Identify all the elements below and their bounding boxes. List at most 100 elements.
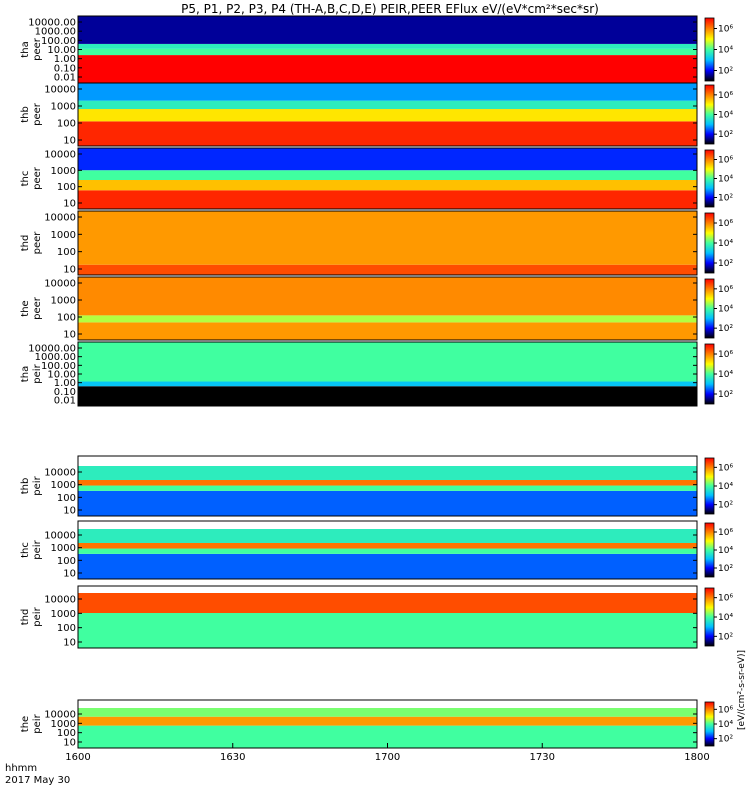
colorbar-tick-label: 10² — [718, 390, 733, 400]
colorbar-tick-label: 10⁴ — [718, 370, 733, 380]
fill-gap-band — [78, 586, 697, 593]
panel-probe-label: thb — [20, 106, 31, 123]
fill-gap-band — [78, 521, 697, 529]
y-tick-label: 100 — [57, 556, 76, 567]
spectrogram-band — [78, 613, 697, 648]
colorbar-tick-label: 10⁶ — [718, 91, 733, 101]
colorbar-tick-label: 10⁴ — [718, 46, 733, 56]
y-tick-label: 1000 — [51, 609, 76, 620]
y-tick-label: 100 — [57, 313, 76, 324]
x-axis-date: 2017 May 30 — [5, 775, 70, 786]
colorbar-unit-label: [eV/(cm²-s-sr-eV)] — [737, 650, 747, 730]
spectrogram-band — [78, 725, 697, 748]
y-tick-label: 10000 — [44, 279, 76, 290]
y-tick-label: 0.10 — [54, 63, 76, 74]
y-tick-label: 1000 — [51, 480, 76, 491]
spectrogram-band — [78, 386, 697, 406]
spectrogram-band — [78, 548, 697, 554]
y-tick-label: 1000.00 — [35, 27, 76, 38]
panel-product-label: peer — [32, 37, 43, 61]
colorbar-tick-label: 10⁴ — [718, 546, 733, 556]
panel-product-label: peer — [32, 231, 43, 255]
spectrogram-band — [78, 100, 697, 110]
panel-frame — [77, 276, 698, 341]
y-tick-label: 10000 — [44, 213, 76, 224]
panel-probe-label: thd — [20, 235, 31, 252]
panel-probe-label: thc — [20, 542, 31, 558]
colorbar — [704, 457, 715, 515]
x-tick-label: 1730 — [530, 752, 555, 763]
colorbar-tick-label: 10⁶ — [718, 219, 733, 229]
panel-frame — [77, 455, 698, 517]
y-tick-label: 100 — [57, 247, 76, 258]
spectrogram-band — [78, 148, 697, 171]
y-tick-label: 10 — [63, 638, 76, 649]
colorbar — [704, 84, 715, 145]
panel-product-label: peir — [32, 475, 43, 495]
colorbar-tick-label: 10⁶ — [718, 156, 733, 166]
colorbar-tick-label: 10⁴ — [718, 239, 733, 249]
colorbar-tick-label: 10⁶ — [718, 705, 733, 715]
y-tick-label: 10 — [63, 738, 76, 749]
spectrogram-band — [78, 48, 697, 56]
spectrogram-band — [78, 708, 697, 717]
y-tick-label: 0.10 — [54, 387, 76, 398]
y-tick-label: 100 — [57, 182, 76, 193]
panel-product-label: peir — [32, 713, 43, 733]
colorbar-tick-label: 10⁴ — [718, 305, 733, 315]
y-tick-label: 10000.00 — [28, 18, 76, 29]
figure-title: P5, P1, P2, P3, P4 (TH-A,B,C,D,E) PEIR,P… — [181, 2, 599, 16]
spectrogram-band — [78, 479, 697, 486]
panel-frame — [77, 585, 698, 649]
y-tick-label: 100 — [57, 623, 76, 634]
colorbar-tick-label: 10⁴ — [718, 613, 733, 623]
colorbar-tick-label: 10² — [718, 67, 733, 77]
colorbar-tick-label: 10⁶ — [718, 463, 733, 473]
spectrogram-band — [78, 55, 697, 83]
panel-product-label: peer — [32, 102, 43, 126]
colorbar — [704, 149, 715, 208]
colorbar — [704, 212, 715, 274]
panel-frame — [77, 147, 698, 210]
panel-frame — [77, 210, 698, 276]
panel-thd-peer: 10000 1000 100 10 thd peer 10⁶ 10⁴ 10² — [20, 210, 733, 276]
panel-probe-label: tha — [20, 366, 31, 382]
spectrogram-band — [78, 190, 697, 209]
colorbar-tick-label: 10² — [718, 564, 733, 574]
panel-the-peer: 10000 1000 100 10 the peer 10⁶ 10⁴ 10² — [20, 276, 733, 341]
colorbar — [704, 587, 715, 647]
y-tick-label: 100.00 — [41, 36, 76, 47]
spectrogram-band — [78, 593, 697, 614]
y-tick-label: 1000 — [51, 230, 76, 241]
x-axis-name: hhmm — [5, 763, 37, 774]
colorbar-tick-label: 10⁶ — [718, 25, 733, 35]
panel-frame — [77, 82, 698, 147]
spectrogram-band — [78, 315, 697, 323]
y-tick-label: 10000 — [44, 150, 76, 161]
y-tick-label: 10 — [63, 136, 76, 147]
colorbar — [704, 522, 715, 578]
y-tick-label: 10000 — [44, 468, 76, 479]
x-tick-label: 1800 — [684, 752, 709, 763]
spectrogram-band — [78, 542, 697, 549]
colorbar-tick-label: 10⁴ — [718, 720, 733, 730]
panel-probe-label: tha — [20, 41, 31, 57]
panels-group: 10000.001000.00100.0010.001.000.100.01th… — [20, 15, 733, 749]
panel-product-label: peir — [32, 539, 43, 559]
panel-probe-label: thd — [20, 609, 31, 626]
spectrogram-band — [78, 342, 697, 382]
panel-frame — [77, 520, 698, 580]
colorbar-tick-label: 10⁴ — [718, 175, 733, 185]
fill-gap-band — [78, 700, 697, 708]
colorbar-tick-label: 10⁶ — [718, 285, 733, 295]
y-tick-label: 0.01 — [54, 396, 76, 407]
colorbar-tick-label: 10² — [718, 259, 733, 269]
y-tick-label: 100 — [57, 493, 76, 504]
colorbar-tick-label: 10² — [718, 501, 733, 511]
x-tick-label: 1600 — [65, 752, 90, 763]
spectrogram-band — [78, 277, 697, 316]
colorbar — [704, 343, 715, 405]
